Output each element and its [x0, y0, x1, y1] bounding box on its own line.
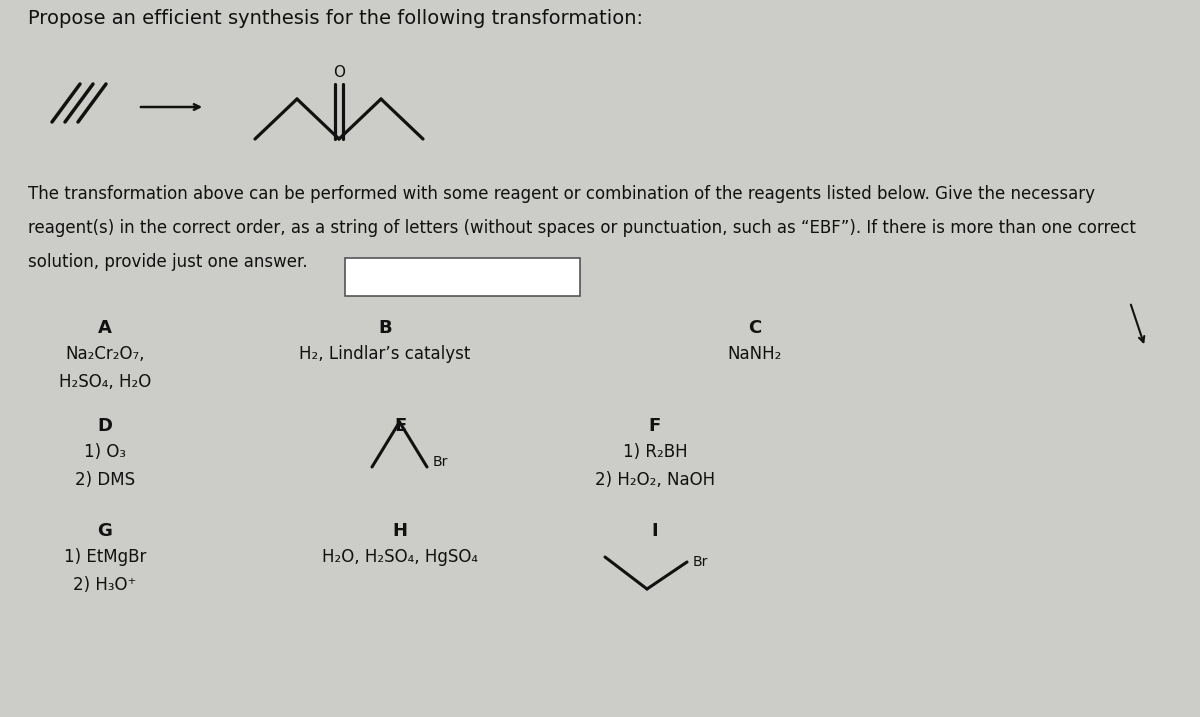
Text: D: D	[97, 417, 113, 435]
Text: F: F	[649, 417, 661, 435]
Text: NaNH₂: NaNH₂	[728, 345, 782, 363]
Text: reagent(s) in the correct order, as a string of letters (without spaces or punct: reagent(s) in the correct order, as a st…	[28, 219, 1136, 237]
Text: 2) H₂O₂, NaOH: 2) H₂O₂, NaOH	[595, 471, 715, 489]
Text: H: H	[392, 522, 408, 540]
Text: H₂SO₄, H₂O: H₂SO₄, H₂O	[59, 373, 151, 391]
Text: G: G	[97, 522, 113, 540]
Text: The transformation above can be performed with some reagent or combination of th: The transformation above can be performe…	[28, 185, 1096, 203]
Text: 1) O₃: 1) O₃	[84, 443, 126, 461]
Text: H₂O, H₂SO₄, HgSO₄: H₂O, H₂SO₄, HgSO₄	[322, 548, 478, 566]
FancyBboxPatch shape	[346, 258, 580, 296]
Text: solution, provide just one answer.: solution, provide just one answer.	[28, 253, 307, 271]
Text: B: B	[378, 319, 392, 337]
Text: 2) H₃O⁺: 2) H₃O⁺	[73, 576, 137, 594]
Text: C: C	[749, 319, 762, 337]
Text: I: I	[652, 522, 659, 540]
Text: Br: Br	[433, 455, 449, 469]
Text: 1) EtMgBr: 1) EtMgBr	[64, 548, 146, 566]
Text: 2) DMS: 2) DMS	[74, 471, 136, 489]
Text: 1) R₂BH: 1) R₂BH	[623, 443, 688, 461]
Text: E: E	[394, 417, 406, 435]
Text: Na₂Cr₂O₇,: Na₂Cr₂O₇,	[65, 345, 145, 363]
Text: Br: Br	[694, 555, 708, 569]
Text: A: A	[98, 319, 112, 337]
Text: Propose an efficient synthesis for the following transformation:: Propose an efficient synthesis for the f…	[28, 9, 643, 28]
Text: O: O	[332, 65, 346, 80]
Text: H₂, Lindlar’s catalyst: H₂, Lindlar’s catalyst	[299, 345, 470, 363]
